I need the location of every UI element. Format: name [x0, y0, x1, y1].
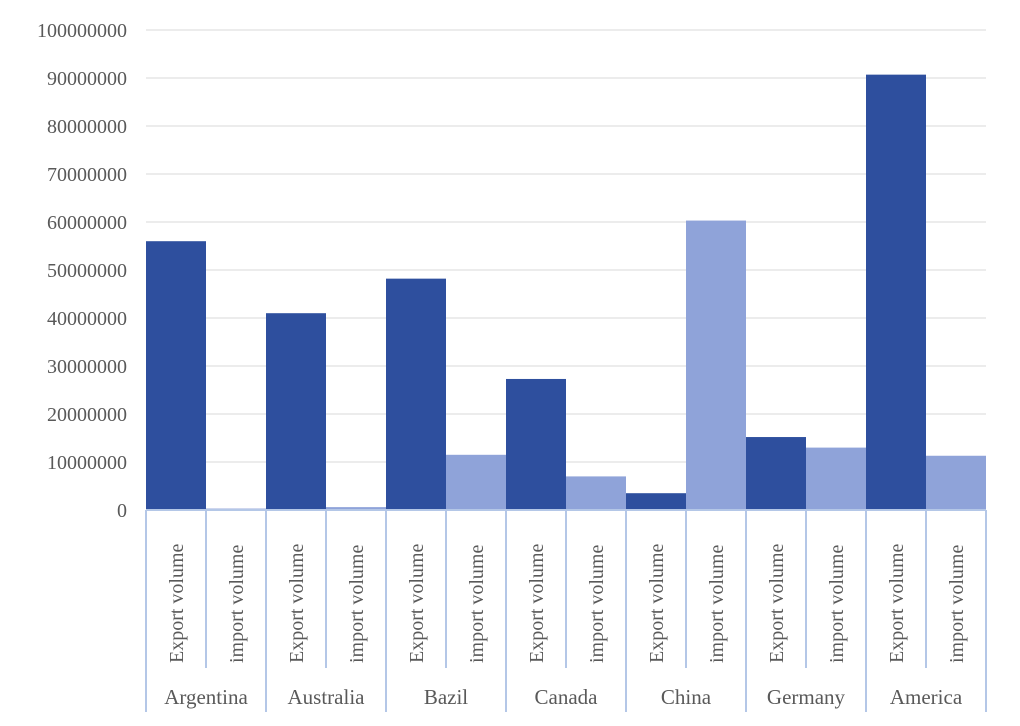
y-tick-label: 40000000: [47, 308, 127, 330]
bar: [266, 313, 326, 510]
bar: [326, 507, 386, 510]
bar: [146, 241, 206, 510]
x-tick-label: Export volume: [886, 543, 908, 663]
y-axis-tick-labels: 0 10000000 20000000 30000000 40000000 5000000…: [37, 20, 127, 522]
x-tick-label: import volume: [346, 545, 368, 663]
x-tick-label: Export volume: [286, 543, 308, 663]
x-tick-label: Export volume: [166, 543, 188, 663]
x-tick-label: Export volume: [646, 543, 668, 663]
x-tick-label: Export volume: [406, 543, 428, 663]
y-tick-label: 0: [117, 500, 127, 522]
bar: [866, 74, 926, 510]
bar: [746, 437, 806, 510]
group-label: America: [890, 685, 963, 709]
bar: [386, 278, 446, 510]
y-tick-label: 20000000: [47, 404, 127, 426]
x-tick-label: import volume: [706, 545, 728, 663]
bar: [806, 447, 866, 510]
x-axis-category-table: Export volume import volume Argentina Expor…: [145, 509, 987, 712]
x-tick-label: Export volume: [526, 543, 548, 663]
group-label: Canada: [535, 685, 599, 709]
x-tick-label: import volume: [586, 545, 608, 663]
y-tick-label: 50000000: [47, 260, 127, 282]
y-tick-label: 30000000: [47, 356, 127, 378]
y-tick-label: 80000000: [47, 116, 127, 138]
bars: [146, 74, 986, 510]
y-tick-label: 70000000: [47, 164, 127, 186]
bar: [506, 378, 566, 510]
bar: [686, 220, 746, 510]
group-label: Germany: [767, 685, 846, 709]
group-label: Argentina: [164, 685, 248, 709]
bar: [446, 454, 506, 510]
x-tick-label: import volume: [226, 545, 248, 663]
x-tick-label: import volume: [826, 545, 848, 663]
x-tick-label: Export volume: [766, 543, 788, 663]
y-tick-label: 10000000: [47, 452, 127, 474]
group-label: Bazil: [424, 685, 468, 709]
x-tick-label: import volume: [466, 545, 488, 663]
y-tick-label: 60000000: [47, 212, 127, 234]
y-tick-label: 100000000: [37, 20, 127, 42]
bar: [626, 493, 686, 510]
y-tick-label: 90000000: [47, 68, 127, 90]
bar: [566, 476, 626, 510]
group-label: Australia: [288, 685, 366, 709]
x-tick-label: import volume: [946, 545, 968, 663]
group-label: China: [661, 685, 712, 709]
bar: [926, 455, 986, 510]
